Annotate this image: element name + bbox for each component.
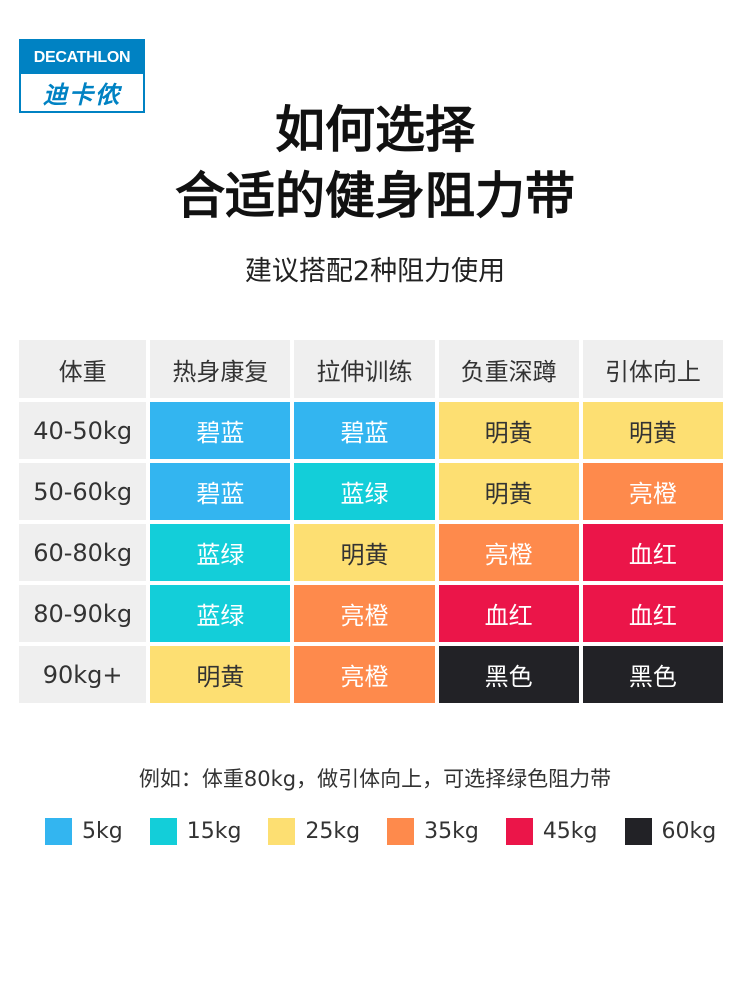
band-cell: 碧蓝 — [150, 463, 291, 520]
band-cell: 明黄 — [438, 463, 579, 520]
band-cell: 蓝绿 — [150, 524, 291, 581]
band-cell: 黑色 — [438, 646, 579, 703]
header-warmup: 热身康复 — [150, 340, 291, 398]
page-title-line2: 合适的健身阻力带 — [175, 167, 575, 225]
header-stretch: 拉伸训练 — [294, 340, 435, 398]
legend-swatch — [268, 818, 296, 845]
header-weight: 体重 — [19, 340, 147, 398]
page-subtitle: 建议搭配2种阻力使用 — [244, 256, 506, 287]
band-cell: 明黄 — [438, 402, 579, 459]
legend-label: 60kg — [661, 819, 717, 844]
legend-item: 25kg — [268, 818, 360, 845]
band-cell: 碧蓝 — [294, 402, 435, 459]
resistance-band-table: 体重 热身康复 拉伸训练 负重深蹲 引体向上 40-50kg 碧蓝 碧蓝 明黄 … — [15, 336, 727, 707]
band-cell: 血红 — [582, 524, 723, 581]
legend-swatch — [624, 818, 652, 845]
weight-cell: 80-90kg — [19, 585, 147, 642]
legend-item: 60kg — [624, 818, 717, 845]
band-cell: 明黄 — [150, 646, 291, 703]
legend-label: 45kg — [542, 819, 598, 844]
band-cell: 碧蓝 — [150, 402, 291, 459]
band-cell: 明黄 — [294, 524, 435, 581]
legend-label: 35kg — [424, 819, 479, 844]
table-header-row: 体重 热身康复 拉伸训练 负重深蹲 引体向上 — [19, 340, 723, 398]
logo-brand-cn: 迪卡侬 — [43, 81, 121, 109]
table-row: 60-80kg 蓝绿 明黄 亮橙 血红 — [19, 524, 723, 581]
band-cell: 蓝绿 — [150, 585, 291, 642]
legend-item: 5kg — [45, 818, 123, 845]
legend-label: 15kg — [186, 819, 242, 844]
band-cell: 血红 — [582, 585, 723, 642]
table-row: 90kg+ 明黄 亮橙 黑色 黑色 — [19, 646, 723, 703]
table-row: 40-50kg 碧蓝 碧蓝 明黄 明黄 — [19, 402, 723, 459]
band-cell: 明黄 — [582, 402, 723, 459]
weight-cell: 90kg+ — [19, 646, 147, 703]
legend-swatch — [505, 818, 533, 845]
header-squat: 负重深蹲 — [438, 340, 579, 398]
decathlon-logo: DECATHLON 迪卡侬 — [19, 39, 145, 113]
header-pullup: 引体向上 — [582, 340, 723, 398]
legend-item: 45kg — [505, 818, 598, 845]
legend-label: 25kg — [305, 819, 361, 844]
page-title-line1: 如何选择 — [275, 101, 475, 159]
legend-swatch — [45, 818, 72, 845]
logo-brand-en: DECATHLON — [21, 41, 143, 74]
table-row: 80-90kg 蓝绿 亮橙 血红 血红 — [19, 585, 723, 642]
band-cell: 血红 — [438, 585, 579, 642]
legend-label: 5kg — [82, 819, 123, 844]
weight-cell: 50-60kg — [19, 463, 147, 520]
example-note: 例如：体重80kg，做引体向上，可选择绿色阻力带 — [138, 767, 612, 791]
band-cell: 亮橙 — [582, 463, 723, 520]
weight-cell: 60-80kg — [19, 524, 147, 581]
band-cell: 黑色 — [582, 646, 723, 703]
color-legend: 5kg 15kg 25kg 35kg 45kg 60kg — [45, 818, 725, 845]
band-cell: 亮橙 — [438, 524, 579, 581]
weight-cell: 40-50kg — [19, 402, 147, 459]
band-cell: 亮橙 — [294, 646, 435, 703]
band-cell: 亮橙 — [294, 585, 435, 642]
legend-item: 15kg — [149, 818, 242, 845]
table-row: 50-60kg 碧蓝 蓝绿 明黄 亮橙 — [19, 463, 723, 520]
band-cell: 蓝绿 — [294, 463, 435, 520]
legend-swatch — [387, 818, 415, 845]
legend-swatch — [149, 818, 177, 845]
legend-item: 35kg — [387, 818, 479, 845]
